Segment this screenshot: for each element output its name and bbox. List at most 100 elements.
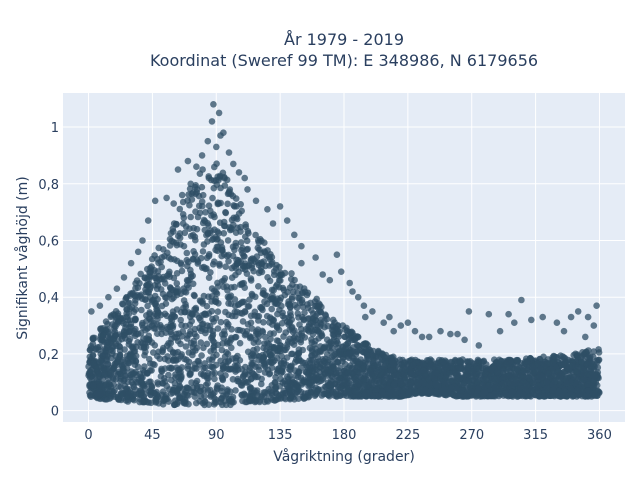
data-point (193, 163, 200, 170)
data-point (193, 225, 201, 233)
chart-title-line-2: Koordinat (Sweref 99 TM): E 348986, N 61… (150, 51, 538, 70)
data-point (258, 380, 265, 388)
data-point (151, 252, 158, 259)
data-point (432, 369, 440, 376)
data-point (334, 330, 342, 338)
data-point (145, 289, 153, 296)
data-point (241, 174, 248, 182)
data-point (352, 388, 359, 395)
data-point (503, 379, 511, 386)
data-point (275, 326, 283, 334)
data-point (392, 372, 400, 379)
data-point (529, 379, 537, 386)
data-point (88, 308, 95, 315)
data-point (447, 330, 454, 338)
data-point (127, 259, 135, 267)
data-point (334, 359, 342, 366)
data-point (236, 326, 243, 334)
x-tick-label: 90 (208, 428, 225, 443)
data-point (289, 394, 297, 401)
data-point (184, 157, 192, 165)
data-point (218, 252, 225, 260)
data-point (373, 386, 380, 393)
data-point (163, 194, 170, 202)
data-point (159, 347, 166, 354)
data-points (85, 101, 603, 409)
data-point (254, 244, 262, 252)
data-point (163, 342, 171, 350)
data-point (551, 378, 558, 385)
data-point (283, 217, 291, 224)
data-point (205, 274, 213, 282)
data-point (119, 390, 126, 398)
data-point (534, 360, 541, 368)
data-point (371, 377, 378, 385)
data-point (160, 273, 167, 281)
data-point (247, 384, 255, 392)
data-point (244, 321, 252, 328)
data-point (280, 333, 287, 340)
data-point (332, 390, 339, 398)
data-point (93, 365, 101, 373)
data-point (102, 380, 110, 388)
data-point (284, 373, 291, 380)
data-point (580, 376, 588, 383)
data-point (263, 292, 270, 300)
data-point (397, 322, 405, 329)
data-point (344, 331, 352, 338)
data-point (165, 357, 172, 364)
data-point (427, 388, 434, 395)
data-point (296, 321, 303, 328)
data-point (387, 367, 395, 374)
data-point (308, 336, 315, 343)
data-point (526, 369, 533, 377)
data-point (91, 334, 98, 342)
data-point (272, 374, 279, 381)
x-tick-label: 315 (523, 428, 548, 443)
x-axis-label: Vågriktning (grader) (273, 448, 415, 465)
data-point (339, 343, 347, 350)
data-point (162, 300, 170, 308)
data-point (244, 227, 252, 235)
data-point (143, 369, 151, 377)
data-point (139, 237, 146, 244)
data-point (263, 312, 271, 320)
data-point (258, 259, 265, 266)
data-point (254, 283, 262, 290)
data-point (569, 362, 576, 370)
data-point (217, 132, 224, 139)
data-point (257, 304, 264, 311)
data-point (465, 308, 473, 315)
data-point (86, 346, 94, 354)
data-point (173, 221, 180, 228)
data-point (549, 392, 556, 399)
data-point (526, 355, 534, 362)
data-point (363, 351, 371, 358)
data-point (365, 365, 372, 372)
data-point (123, 352, 131, 360)
data-point (176, 230, 184, 237)
data-point (254, 237, 262, 244)
data-point (304, 289, 312, 297)
data-point (297, 338, 305, 346)
data-point (253, 253, 261, 260)
data-point (217, 318, 225, 326)
data-point (204, 220, 211, 227)
data-point (211, 369, 219, 377)
data-point (375, 347, 382, 355)
data-point (107, 369, 115, 377)
data-point (161, 310, 169, 318)
data-point (520, 364, 527, 372)
data-point (550, 386, 557, 394)
data-point (214, 341, 222, 349)
data-point (254, 317, 262, 324)
data-point (146, 269, 153, 276)
data-point (125, 341, 133, 348)
data-point (528, 386, 535, 394)
data-point (425, 333, 433, 341)
data-point (432, 380, 439, 388)
data-point (173, 270, 181, 277)
data-point (341, 360, 349, 368)
data-point (594, 364, 602, 371)
data-point (172, 374, 179, 381)
